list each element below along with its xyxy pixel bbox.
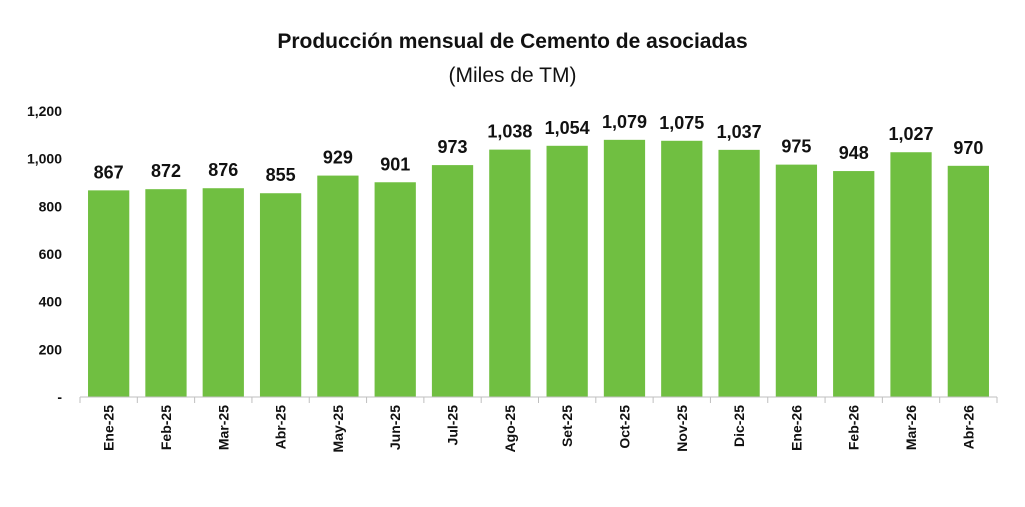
data-labels: 867 872 876 855 929 901 973 1,038 1,054 1,079 1,07…: [94, 112, 984, 185]
x-tick-label: Feb-26: [846, 405, 862, 450]
data-label: 975: [781, 137, 811, 157]
x-axis: Ene-25 Feb-25 Mar-25 Abr-25 May-25 Jun-25 Jul-…: [79, 396, 998, 453]
y-tick-label: 800: [39, 198, 63, 214]
y-tick-label: 400: [39, 294, 63, 310]
x-tick-label: Jun-25: [387, 405, 403, 450]
bar: [202, 188, 244, 397]
data-label: 876: [208, 160, 238, 180]
x-tick-label: Mar-26: [903, 405, 919, 450]
bars: [88, 139, 989, 398]
bar: [833, 171, 875, 397]
y-axis: - 200 400 600 800 1,000 1,200: [27, 103, 62, 405]
data-label: 929: [323, 148, 353, 168]
x-tick-label: Mar-25: [215, 405, 231, 450]
data-label: 901: [380, 154, 410, 174]
bar: [718, 149, 760, 397]
data-label: 948: [839, 143, 869, 163]
bar: [546, 145, 588, 397]
bar: [603, 139, 646, 398]
x-tick-label: Abr-25: [273, 405, 289, 450]
bar: [775, 164, 818, 397]
bar: [947, 165, 989, 397]
x-tick-label: Oct-25: [616, 405, 632, 449]
data-label: 1,079: [602, 112, 647, 132]
data-label: 1,037: [717, 122, 762, 142]
data-label: 855: [266, 165, 296, 185]
bar: [317, 175, 359, 397]
x-tick-label: Nov-25: [674, 405, 690, 452]
data-label: 872: [151, 161, 181, 181]
x-tick-label: Ene-26: [788, 405, 804, 451]
x-tick-label: Feb-25: [158, 405, 174, 450]
x-tick-label: May-25: [330, 405, 346, 453]
x-tick-label: Jul-25: [445, 405, 461, 446]
bar: [890, 152, 932, 397]
data-label: 1,038: [487, 122, 532, 142]
y-tick-label: -: [57, 389, 62, 405]
y-tick-label: 1,000: [27, 151, 62, 167]
data-label: 1,027: [889, 124, 934, 144]
chart-title: Producción mensual de Cemento de asociad…: [277, 30, 748, 53]
bar: [145, 189, 187, 397]
bar: [259, 193, 302, 397]
bar: [431, 165, 474, 397]
x-tick-label: Dic-25: [731, 405, 747, 447]
x-tick-label: Set-25: [559, 405, 575, 447]
y-tick-label: 1,200: [27, 103, 62, 119]
x-tick-label: Abr-26: [960, 405, 976, 450]
y-tick-label: 600: [39, 246, 63, 262]
bar: [661, 140, 703, 397]
bar: [489, 149, 531, 397]
data-label: 1,054: [545, 118, 590, 138]
x-tick-label: Ene-25: [101, 405, 117, 451]
data-label: 867: [94, 162, 124, 182]
data-label: 973: [438, 137, 468, 157]
y-tick-label: 200: [39, 341, 63, 357]
data-label: 970: [953, 138, 983, 158]
bar: [374, 182, 416, 397]
x-tick-label: Ago-25: [502, 405, 518, 453]
bar: [88, 190, 130, 397]
data-label: 1,075: [659, 113, 704, 133]
chart-subtitle: (Miles de TM): [448, 64, 577, 87]
